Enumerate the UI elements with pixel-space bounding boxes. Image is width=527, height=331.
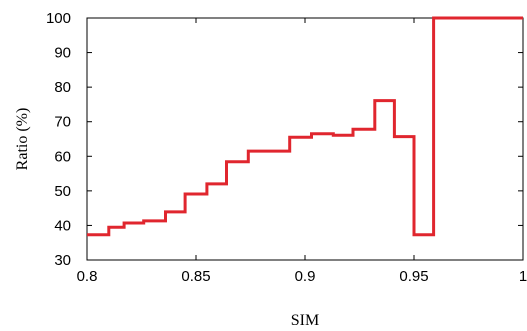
ratio-series-line xyxy=(87,16,523,237)
x-tick-label: 0.8 xyxy=(77,268,98,285)
x-axis-title: SIM xyxy=(291,312,319,329)
y-tick-label: 90 xyxy=(54,45,71,62)
plot-frame xyxy=(86,17,524,261)
y-tick-label: 100 xyxy=(46,10,71,27)
y-tick-label: 70 xyxy=(54,114,71,131)
y-tick-label: 60 xyxy=(54,148,71,165)
series xyxy=(87,16,523,237)
y-axis-title: Ratio (%) xyxy=(14,108,31,171)
y-tick-label: 30 xyxy=(54,252,71,269)
y-tick-label: 40 xyxy=(54,217,71,234)
axes xyxy=(86,17,524,261)
ticks xyxy=(86,17,524,261)
x-tick-label: 0.85 xyxy=(181,268,210,285)
x-tick-label: 0.95 xyxy=(399,268,428,285)
x-tick-label: 0.9 xyxy=(295,268,316,285)
y-tick-label: 50 xyxy=(54,183,71,200)
tick-labels: 0.8 0.85 0.9 0.95 1 30 40 50 60 70 80 90 100 xyxy=(46,10,527,285)
y-tick-label: 80 xyxy=(54,79,71,96)
x-tick-label: 1 xyxy=(519,268,527,285)
